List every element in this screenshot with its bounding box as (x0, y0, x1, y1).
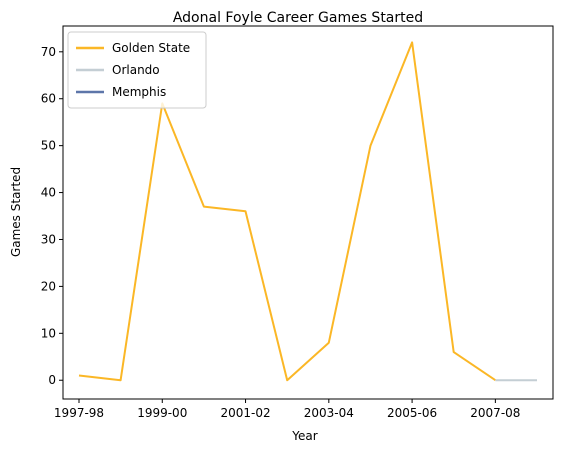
y-tick-label: 60 (41, 92, 56, 106)
x-axis-ticks: 1997-98 1999-00 2001-02 2003-04 2005-06 2007-… (54, 399, 520, 420)
y-tick-label: 70 (41, 45, 56, 59)
y-tick-label: 30 (41, 232, 56, 246)
y-tick-label: 50 (41, 139, 56, 153)
x-tick-label: 1999-00 (137, 406, 187, 420)
legend: Golden State Orlando Memphis (67, 31, 207, 109)
legend-box (67, 31, 207, 109)
y-tick-label: 20 (41, 279, 56, 293)
x-tick-label: 2001-02 (220, 406, 270, 420)
x-tick-label: 2007-08 (470, 406, 520, 420)
legend-label: Memphis (112, 85, 166, 99)
series-layer (78, 41, 537, 382)
y-tick-label: 0 (48, 373, 56, 387)
x-tick-label: 1997-98 (54, 406, 104, 420)
y-tick-label: 10 (41, 326, 56, 340)
legend-label: Orlando (112, 63, 160, 77)
x-tick-label: 2005-06 (387, 406, 437, 420)
legend-label: Golden State (112, 41, 190, 55)
x-tick-label: 2003-04 (304, 406, 354, 420)
y-axis-label: Games Started (9, 167, 23, 257)
series-line-golden-state (78, 41, 496, 382)
y-tick-label: 40 (41, 186, 56, 200)
y-axis-ticks: 0 10 20 30 40 50 60 70 (41, 45, 63, 387)
x-axis-label: Year (291, 429, 317, 443)
chart-title: Adonal Foyle Career Games Started (173, 10, 423, 26)
